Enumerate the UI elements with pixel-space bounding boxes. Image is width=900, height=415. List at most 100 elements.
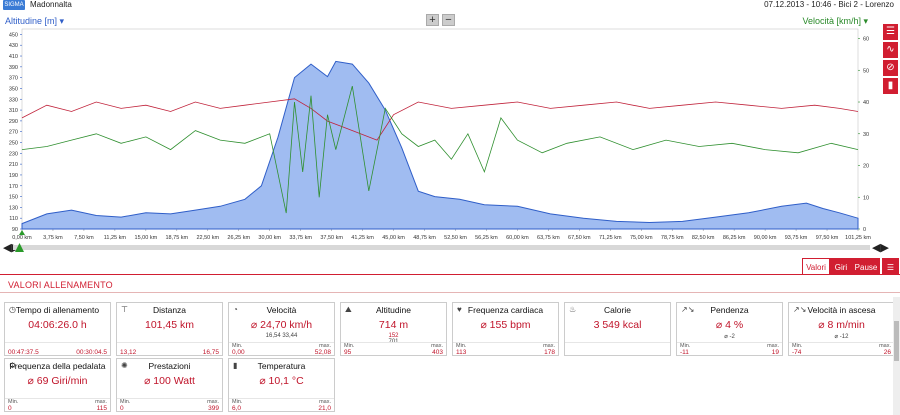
max-value: 52,08 <box>314 349 331 356</box>
card-title: Calorie <box>604 305 631 315</box>
plot-frame <box>21 28 859 230</box>
card-temperatura-icon: ▮ <box>233 361 238 370</box>
left-tick-label: 350 <box>9 86 18 92</box>
card-extra: ⌀ -2 <box>724 334 735 340</box>
x-tick-label: 7,50 km <box>74 235 94 241</box>
max-value: 399 <box>208 405 219 412</box>
card-title: Velocità in ascesa <box>807 305 876 315</box>
max-label: max. <box>207 399 219 405</box>
heartrate-line <box>21 98 859 141</box>
vertical-scrollbar[interactable] <box>893 297 900 415</box>
card-footer: Min. max. -74 26 <box>789 342 894 356</box>
card-velocita: ◔ Velocità ⌀ 24,70 km/h 16,54 33,44 Min. max.… <box>228 302 335 356</box>
x-tick-label: 26,25 km <box>227 235 250 241</box>
card-title: Frequenza cardiaca <box>467 305 544 315</box>
left-tick-label: 230 <box>9 151 18 157</box>
x-tick-label: 82,50 km <box>692 235 715 241</box>
x-tick-label: 18,75 km <box>166 235 189 241</box>
bars-icon[interactable]: ▮ <box>883 78 898 94</box>
card-footer: Min. max. 0 115 <box>5 398 110 412</box>
x-tick-label: 0,00 km <box>12 235 32 241</box>
card-value: 3 549 kcal <box>593 319 642 331</box>
x-tick-label: 93,75 km <box>785 235 808 241</box>
max-label: max. <box>95 399 107 405</box>
tab-valori[interactable]: Valori <box>802 258 830 275</box>
card-distanza-icon: ⊤ <box>121 305 128 314</box>
right-tick-label: 60 <box>863 37 869 43</box>
card-value: ⌀ 155 bpm <box>480 319 531 331</box>
tab-giri[interactable]: Giri <box>830 258 852 275</box>
left-tick-label: 210 <box>9 162 18 168</box>
card-value: 101,45 km <box>144 319 195 331</box>
card-footer: 00:47:37.5 00:30:04.5 <box>5 342 110 356</box>
card-velocita-icon: ◔ <box>233 305 238 314</box>
right-tick-label: 10 <box>863 195 869 201</box>
max-label: max. <box>767 343 779 349</box>
tab-pause[interactable]: Pause <box>852 258 880 275</box>
x-tick-label: 101,25 km <box>845 235 871 241</box>
x-tick-label: 78,75 km <box>661 235 684 241</box>
card-frequenza-icon: ♥ <box>457 305 462 314</box>
left-axis-title[interactable]: Altitudine [m] ▾ <box>5 16 65 26</box>
card-prestazioni-icon: ✺ <box>121 361 128 370</box>
min-value: 113 <box>456 349 467 356</box>
left-tick-label: 390 <box>9 65 18 71</box>
section-divider <box>0 292 900 293</box>
x-tick-label: 56,25 km <box>475 235 498 241</box>
scroll-right-icon[interactable]: ◀▶ <box>872 242 889 254</box>
x-tick-label: 41,25 km <box>351 235 374 241</box>
scroll-thumb[interactable] <box>15 243 24 252</box>
card-title: Frequenza della pedalata <box>9 361 106 371</box>
min-value: 0 <box>120 405 124 412</box>
x-tick-label: 37,50 km <box>320 235 343 241</box>
right-tick-label: 50 <box>863 68 869 74</box>
activity-title: Madonnalta <box>30 0 72 9</box>
max-label: max. <box>319 343 331 349</box>
min-label: Min. <box>232 343 243 349</box>
x-tick-label: 3,75 km <box>43 235 63 241</box>
left-tick-label: 410 <box>9 54 18 60</box>
vertical-scroll-thumb[interactable] <box>894 321 899 361</box>
scroll-track[interactable] <box>13 245 870 250</box>
card-ascesa: ↗↘ Velocità in ascesa ⌀ 8 m/min ⌀ -12 Min. ma… <box>788 302 895 356</box>
min-value: 0 <box>8 405 12 412</box>
card-title: Pendenza <box>710 305 749 315</box>
zoom-out-button[interactable]: − <box>442 14 455 26</box>
max-label: max. <box>879 343 891 349</box>
card-value: 714 m <box>378 319 409 331</box>
left-tick-label: 130 <box>9 205 18 211</box>
top-bar: SIGMA Madonnalta 07.12.2013 - 10:46 - Bi… <box>0 0 900 11</box>
card-footer: Min. max. 6,0 21,0 <box>229 398 334 412</box>
card-tempo: ◷ Tempo di allenamento 04:06:26.0 h 00:47:3… <box>4 302 111 356</box>
x-tick-label: 45,00 km <box>382 235 405 241</box>
left-tick-label: 250 <box>9 141 18 147</box>
right-axis-title[interactable]: Velocità [km/h] ▾ <box>802 16 868 26</box>
zoom-in-button[interactable]: + <box>426 14 439 26</box>
chart-area[interactable]: Altitudine [m] ▾ Velocità [km/h] ▾ + − 9… <box>0 11 900 256</box>
card-altitudine: ⛰ Altitudine 714 m 701 Min. max. 95 403 152 <box>340 302 447 356</box>
card-value: ⌀ 8 m/min <box>818 319 865 331</box>
x-tick-label: 30,00 km <box>258 235 281 241</box>
activity-date: 07.12.2013 <box>764 0 805 9</box>
left-tick-label: 270 <box>9 130 18 136</box>
card-avg: 152 <box>388 333 399 339</box>
profile-chart[interactable]: 90 110 130 150 170 190 210 230 250 270 290 310 330 35… <box>0 21 880 251</box>
list-icon[interactable]: ☰ <box>883 24 898 40</box>
curve-icon[interactable]: ∿ <box>883 42 898 58</box>
card-prestazioni: ✺ Prestazioni ⌀ 100 Watt Min. max. 0 399 <box>116 358 223 412</box>
card-frequenza: ♥ Frequenza cardiaca ⌀ 155 bpm Min. max. 113 1… <box>452 302 559 356</box>
no-icon[interactable]: ⊘ <box>883 60 898 76</box>
list-view-icon[interactable]: ☰ <box>882 258 899 275</box>
activity-time: 10:46 <box>811 0 832 9</box>
activity-meta: 07.12.2013 - 10:46 - Bici 2 - Lorenzo <box>764 0 894 9</box>
min-label: Min. <box>344 343 355 349</box>
card-title: Prestazioni <box>148 361 191 371</box>
min-value: 95 <box>344 349 352 356</box>
bike-name: Bici 2 <box>838 0 858 9</box>
left-tick-label: 190 <box>9 173 18 179</box>
chart-scrollbar[interactable]: ◀▶ ◀▶ <box>0 241 900 255</box>
card-calorie: ♨ Calorie 3 549 kcal <box>564 302 671 356</box>
brand-logo: SIGMA <box>3 0 25 10</box>
left-tick-label: 330 <box>9 97 18 103</box>
min-label: Min. <box>792 343 803 349</box>
